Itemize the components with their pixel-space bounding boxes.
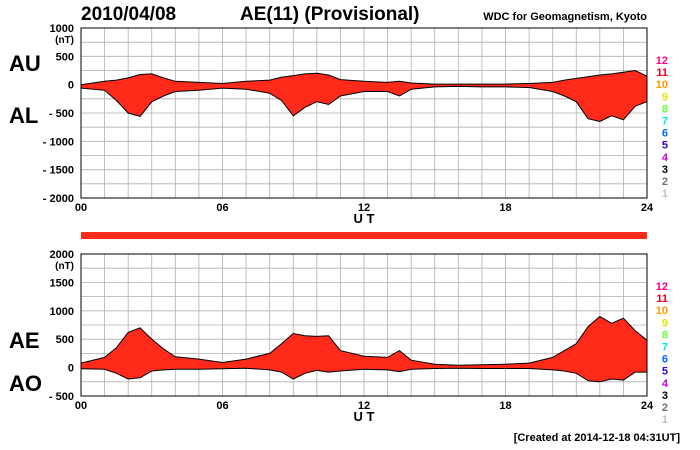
divider-bar bbox=[81, 232, 647, 239]
y-tick-label: 0 bbox=[68, 363, 74, 375]
station-legend-item: 10 bbox=[656, 305, 668, 317]
y-tick-label: - 500 bbox=[49, 108, 74, 120]
ao-label: AO bbox=[9, 371, 42, 396]
y-tick-label: 2000 bbox=[50, 249, 74, 261]
y-unit-label: (nT) bbox=[55, 35, 74, 46]
station-legend-item: 9 bbox=[662, 317, 668, 329]
series-ae-line bbox=[80, 315, 648, 366]
series-ao-line bbox=[80, 367, 647, 383]
station-legend-item: 3 bbox=[662, 390, 668, 402]
station-legend-item: 8 bbox=[662, 103, 668, 115]
y-tick-label: 1500 bbox=[50, 277, 74, 289]
y-tick-label: 500 bbox=[56, 334, 74, 346]
station-legend-item: 3 bbox=[662, 164, 668, 176]
station-legend-item: 7 bbox=[662, 342, 668, 354]
station-legend-item: 4 bbox=[662, 152, 669, 164]
series-au-line bbox=[80, 69, 648, 86]
x-tick-label: 06 bbox=[216, 400, 228, 412]
envelope-area bbox=[81, 316, 647, 382]
ae-label: AE bbox=[9, 328, 40, 353]
x-tick-label: 00 bbox=[75, 202, 87, 214]
station-legend-item: 6 bbox=[662, 354, 668, 366]
y-tick-label: 0 bbox=[68, 80, 74, 92]
station-legend-item: 12 bbox=[656, 281, 668, 293]
y-tick-label: - 500 bbox=[49, 391, 74, 403]
date-label: 2010/04/08 bbox=[81, 4, 177, 25]
x-tick-label: 00 bbox=[75, 400, 87, 412]
x-tick-label: 06 bbox=[216, 202, 228, 214]
station-legend-item: 6 bbox=[662, 128, 668, 140]
y-tick-label: - 1500 bbox=[43, 165, 74, 177]
x-tick-label: 18 bbox=[499, 202, 511, 214]
plot-frame bbox=[80, 253, 648, 397]
station-legend-item: 8 bbox=[662, 329, 668, 341]
source-label: WDC for Geomagnetism, Kyoto bbox=[483, 11, 647, 23]
station-legend-item: 7 bbox=[662, 116, 668, 128]
station-legend-item: 2 bbox=[662, 176, 668, 188]
station-legend-item: 11 bbox=[656, 293, 668, 305]
station-legend-item: 10 bbox=[656, 79, 668, 91]
y-tick-label: 1000 bbox=[50, 23, 74, 35]
al-label: AL bbox=[9, 103, 39, 128]
x-tick-label: 18 bbox=[499, 400, 511, 412]
y-tick-label: - 1000 bbox=[43, 136, 74, 148]
x-tick-label: 24 bbox=[641, 400, 654, 412]
station-legend-item: 4 bbox=[662, 378, 669, 390]
x-tick-label: 12 bbox=[358, 202, 370, 214]
y-tick-label: - 2000 bbox=[43, 193, 74, 205]
station-legend-item: 12 bbox=[656, 55, 668, 67]
station-legend-item: 2 bbox=[662, 402, 668, 414]
x-axis-label: U T bbox=[354, 211, 375, 226]
station-legend-item: 1 bbox=[662, 414, 668, 426]
station-legend-item: 5 bbox=[662, 366, 668, 378]
x-axis-label: U T bbox=[354, 409, 375, 424]
created-timestamp: [Created at 2014-12-18 04:31UT] bbox=[513, 432, 680, 444]
station-legend-item: 5 bbox=[662, 140, 668, 152]
station-legend-item: 1 bbox=[662, 188, 668, 200]
y-tick-label: 500 bbox=[56, 51, 74, 63]
y-unit-label: (nT) bbox=[55, 261, 74, 272]
x-tick-label: 12 bbox=[358, 400, 370, 412]
station-legend-item: 11 bbox=[656, 67, 668, 79]
series-al-line bbox=[80, 85, 648, 123]
au-label: AU bbox=[9, 51, 41, 76]
y-tick-label: 1000 bbox=[50, 306, 74, 318]
station-legend-item: 9 bbox=[662, 91, 668, 103]
chart-title: AE(11) (Provisional) bbox=[240, 4, 420, 25]
x-tick-label: 24 bbox=[641, 202, 654, 214]
plot-frame bbox=[80, 27, 648, 199]
